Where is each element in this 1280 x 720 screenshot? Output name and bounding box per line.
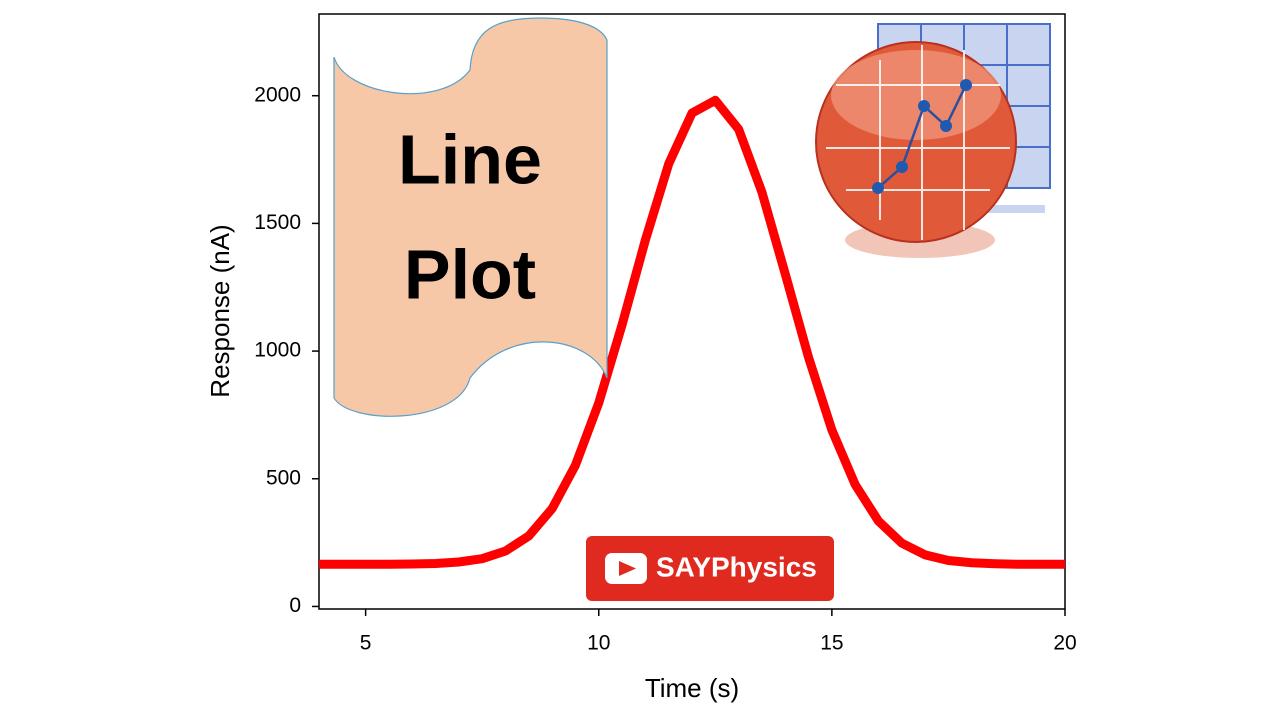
plot-frame (318, 13, 1066, 610)
badge (586, 536, 834, 601)
logo (815, 23, 1051, 258)
data-line (319, 95, 1065, 569)
y-tick-label: 1500 (254, 211, 301, 234)
y-tick-label: 500 (266, 466, 301, 489)
banner-text: Plot (404, 235, 536, 313)
badge-text: SAYPhysics (656, 551, 817, 582)
play-icon (619, 561, 636, 576)
y-axis-label: Response (nA) (205, 224, 235, 397)
y-tick-label: 0 (289, 594, 301, 617)
banner (333, 17, 608, 417)
x-tick-label: 15 (820, 632, 843, 655)
x-tick-label: 10 (587, 632, 610, 655)
x-tick-label: 20 (1053, 632, 1076, 655)
banner-text: Line (398, 120, 542, 198)
y-tick-label: 1000 (254, 339, 301, 362)
x-axis-label: Time (s) (645, 673, 739, 703)
x-tick-label: 5 (360, 632, 372, 655)
y-tick-label: 2000 (254, 83, 301, 106)
